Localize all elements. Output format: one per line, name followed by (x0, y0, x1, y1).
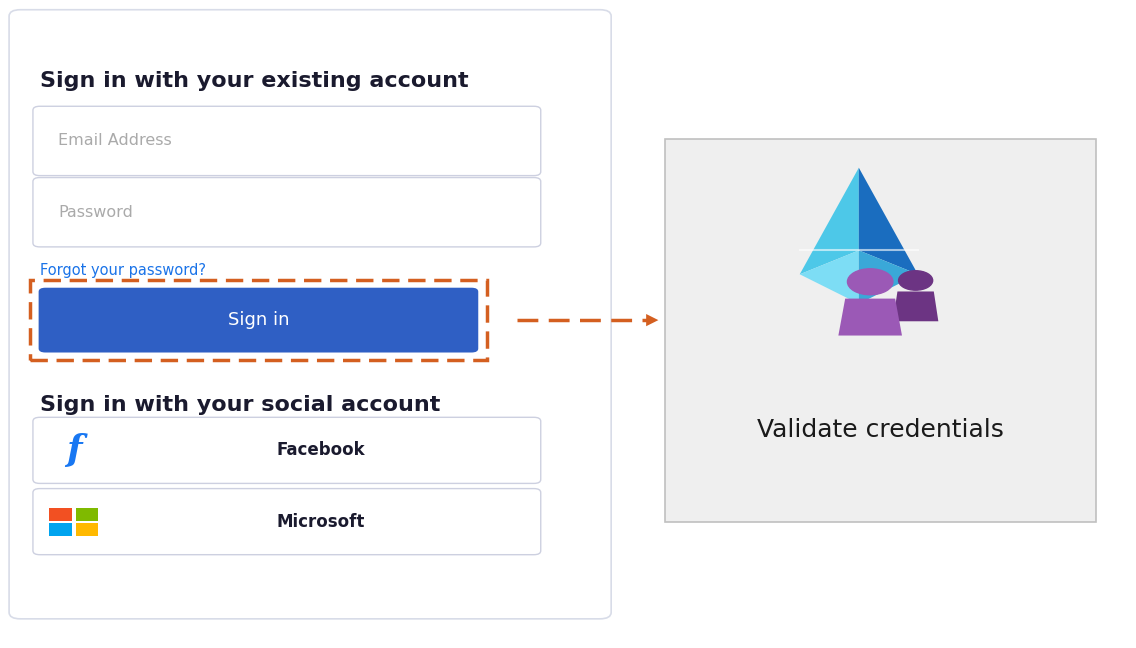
Polygon shape (859, 250, 918, 304)
Text: Email Address: Email Address (58, 133, 172, 148)
Text: Sign in with your existing account: Sign in with your existing account (40, 71, 468, 91)
Polygon shape (859, 168, 918, 274)
Bar (30, 280, 487, 360)
Text: Sign in with your social account: Sign in with your social account (40, 395, 440, 415)
Bar (75, 522, 98, 535)
Text: f: f (66, 434, 82, 467)
Polygon shape (893, 292, 938, 321)
Polygon shape (800, 168, 859, 274)
FancyBboxPatch shape (9, 10, 611, 619)
FancyBboxPatch shape (665, 139, 1096, 522)
Text: Sign in: Sign in (227, 311, 290, 329)
FancyBboxPatch shape (33, 178, 541, 247)
FancyBboxPatch shape (33, 417, 541, 483)
Text: Microsoft: Microsoft (277, 513, 365, 531)
Text: Facebook: Facebook (276, 441, 366, 459)
Text: Validate credentials: Validate credentials (757, 418, 1004, 442)
Text: Forgot your password?: Forgot your password? (40, 263, 206, 279)
Bar (50, 522, 73, 535)
Polygon shape (838, 299, 902, 336)
FancyBboxPatch shape (39, 288, 478, 353)
Circle shape (847, 269, 893, 295)
Circle shape (899, 271, 933, 290)
FancyBboxPatch shape (33, 106, 541, 176)
Bar (50, 508, 73, 521)
FancyBboxPatch shape (33, 489, 541, 555)
Bar (75, 508, 98, 521)
Polygon shape (800, 250, 859, 304)
Text: Password: Password (58, 205, 133, 220)
